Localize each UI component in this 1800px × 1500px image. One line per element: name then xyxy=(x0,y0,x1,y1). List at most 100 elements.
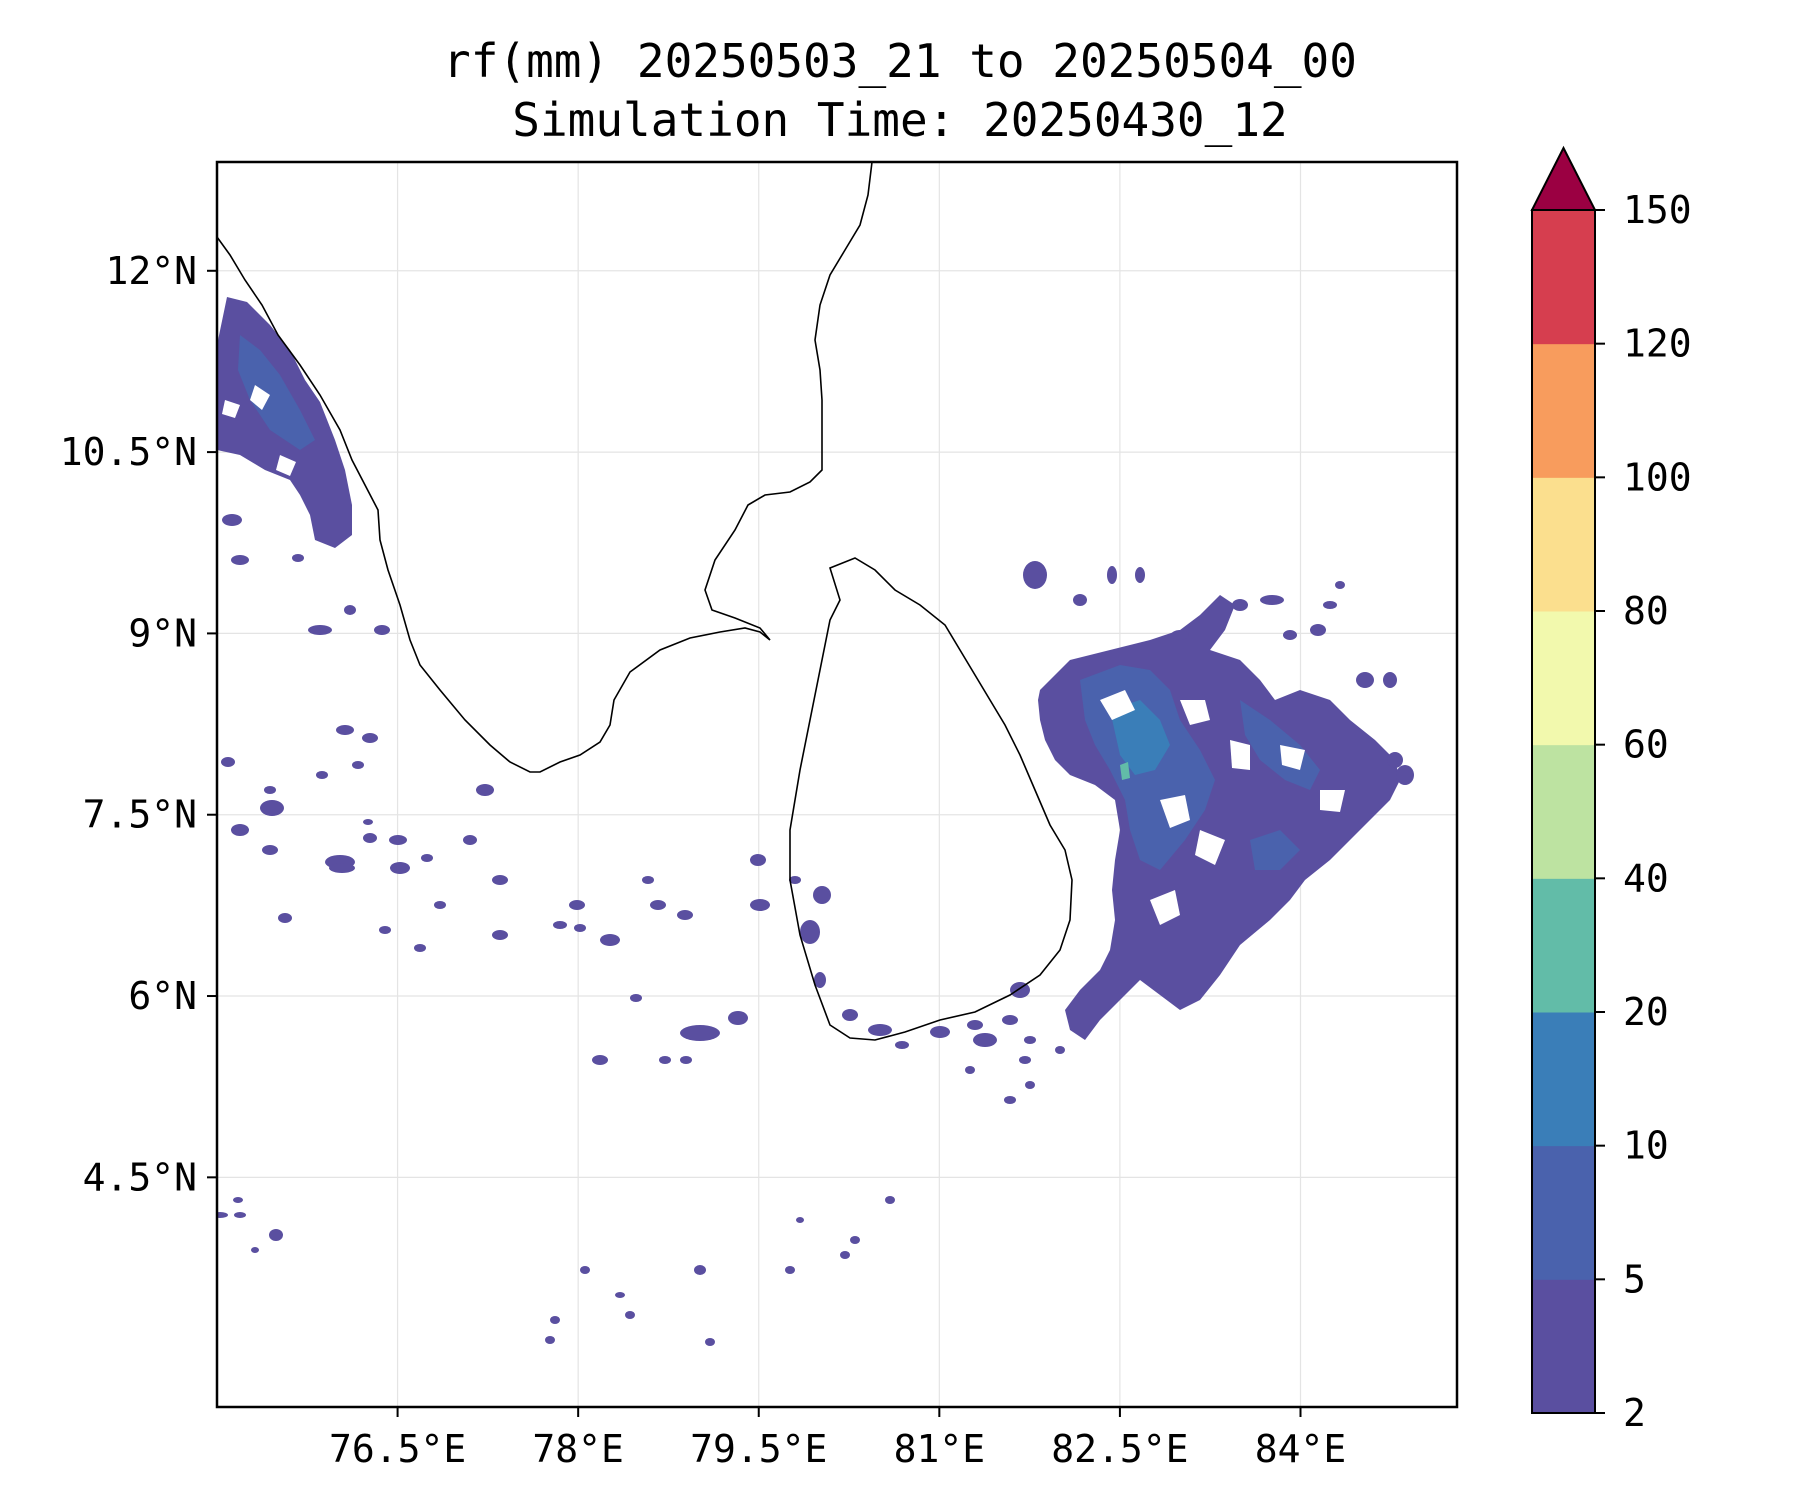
rain-cell xyxy=(231,555,249,565)
colorbar-tick-label: 20 xyxy=(1623,990,1669,1034)
map-title: rf(mm) 20250503_21 to 20250504_00 xyxy=(443,34,1357,88)
rain-gap xyxy=(1320,790,1345,812)
rain-cell xyxy=(260,800,284,816)
rain-cell xyxy=(492,875,508,885)
rain-gap xyxy=(250,385,270,410)
lon-tick-label: 78°E xyxy=(532,1427,624,1471)
rain-cell xyxy=(705,1338,715,1346)
rain-cell xyxy=(414,944,426,952)
rain-cell xyxy=(278,913,292,923)
coastlines xyxy=(217,162,1073,1041)
rain-gap xyxy=(1195,830,1225,865)
colorbar-tick-label: 100 xyxy=(1623,455,1692,499)
rain-cell xyxy=(1107,566,1117,584)
rain-cell xyxy=(379,926,391,934)
rain-cell xyxy=(885,1196,895,1204)
rain-cell xyxy=(1025,1081,1035,1089)
rain-gap xyxy=(1150,890,1180,925)
colorbar-segment xyxy=(1532,477,1595,612)
rain-cell xyxy=(965,1066,975,1074)
rain-cell xyxy=(362,733,378,743)
rain-cell xyxy=(630,994,642,1002)
rain-cell xyxy=(308,625,332,635)
rain-patch-east xyxy=(1038,595,1400,1040)
lon-tick-label: 81°E xyxy=(894,1427,986,1471)
colorbar-segment xyxy=(1532,1145,1595,1280)
rain-cell xyxy=(750,899,770,911)
rain-cell xyxy=(231,824,249,836)
rain-cell xyxy=(234,1212,246,1218)
rain-cell xyxy=(1260,595,1284,605)
rain-cell xyxy=(592,1055,608,1065)
rain-gap xyxy=(1280,745,1305,770)
rain-cell xyxy=(1019,1056,1031,1064)
rain-cell xyxy=(677,910,693,920)
rain-cell xyxy=(785,1266,795,1274)
rain-cell xyxy=(973,1033,997,1047)
coastline-india xyxy=(217,162,873,773)
rain-cell xyxy=(292,554,304,562)
rain-cell xyxy=(550,1316,560,1324)
rain-cell xyxy=(842,1009,858,1021)
rain-cell xyxy=(421,854,433,862)
rain-cell xyxy=(269,1229,283,1241)
rain-cell xyxy=(344,605,356,615)
colorbar-segment xyxy=(1532,210,1595,345)
lat-tick-label: 12°N xyxy=(105,249,197,293)
rain-cell xyxy=(930,1026,950,1038)
rain-patch-east-peak xyxy=(1120,762,1130,780)
rain-cell xyxy=(625,1311,635,1319)
rain-cell xyxy=(434,901,446,909)
rain-cell xyxy=(217,1212,228,1218)
colorbar-tick-label: 120 xyxy=(1623,322,1692,366)
colorbar-tick-label: 2 xyxy=(1623,1391,1646,1435)
rain-cell xyxy=(642,876,654,884)
rain-cell xyxy=(1387,752,1403,768)
rain-cell xyxy=(222,514,242,526)
latitude-axis: 12°N 10.5°N 9°N 7.5°N 6°N 4.5°N xyxy=(60,249,217,1199)
rain-gap xyxy=(1180,700,1210,725)
rain-cell xyxy=(728,1011,748,1025)
rain-patch-kerala-inner xyxy=(238,335,315,450)
rain-cell xyxy=(650,900,666,910)
rainfall-field xyxy=(217,297,1414,1346)
coastline-sri-lanka xyxy=(789,557,1073,1041)
rain-cell xyxy=(336,725,354,735)
rain-cell xyxy=(1396,765,1414,785)
rain-cell xyxy=(264,786,276,794)
rain-cell xyxy=(363,833,377,843)
rain-cell xyxy=(750,854,766,866)
rain-cell xyxy=(850,1236,860,1244)
lat-tick-label: 4.5°N xyxy=(83,1155,197,1199)
rain-cell xyxy=(553,921,567,929)
longitude-axis: 76.5°E 78°E 79.5°E 81°E 82.5°E 84°E xyxy=(329,1407,1346,1471)
colorbar-segment xyxy=(1532,878,1595,1013)
map-frame xyxy=(215,160,1459,1409)
lon-tick-label: 79.5°E xyxy=(690,1427,827,1471)
rain-cell xyxy=(680,1056,692,1064)
colorbar-segment xyxy=(1532,343,1595,478)
colorbar-extend-arrow xyxy=(1530,145,1597,211)
rain-gap xyxy=(1100,690,1135,720)
rain-cell xyxy=(659,1056,671,1064)
rain-cell xyxy=(574,924,586,932)
rain-cell xyxy=(796,1217,804,1223)
rain-cell xyxy=(1055,1046,1065,1054)
lat-tick-label: 6°N xyxy=(128,974,197,1018)
rain-cell xyxy=(262,845,278,855)
lat-tick-label: 10.5°N xyxy=(60,430,197,474)
colorbar-tick-label: 60 xyxy=(1623,723,1669,767)
rain-cell xyxy=(329,863,355,873)
rain-cell xyxy=(840,1251,850,1259)
colorbar-segment xyxy=(1532,611,1595,746)
lon-tick-label: 82.5°E xyxy=(1051,1427,1188,1471)
rain-cell xyxy=(352,761,364,769)
colorbar-tick-label: 5 xyxy=(1623,1257,1646,1301)
colorbar-segment xyxy=(1532,744,1595,879)
rain-cell xyxy=(1335,581,1345,589)
rain-cell xyxy=(545,1336,555,1344)
rain-cell xyxy=(600,934,620,946)
lat-tick-label: 9°N xyxy=(128,611,197,655)
lon-tick-label: 84°E xyxy=(1255,1427,1347,1471)
